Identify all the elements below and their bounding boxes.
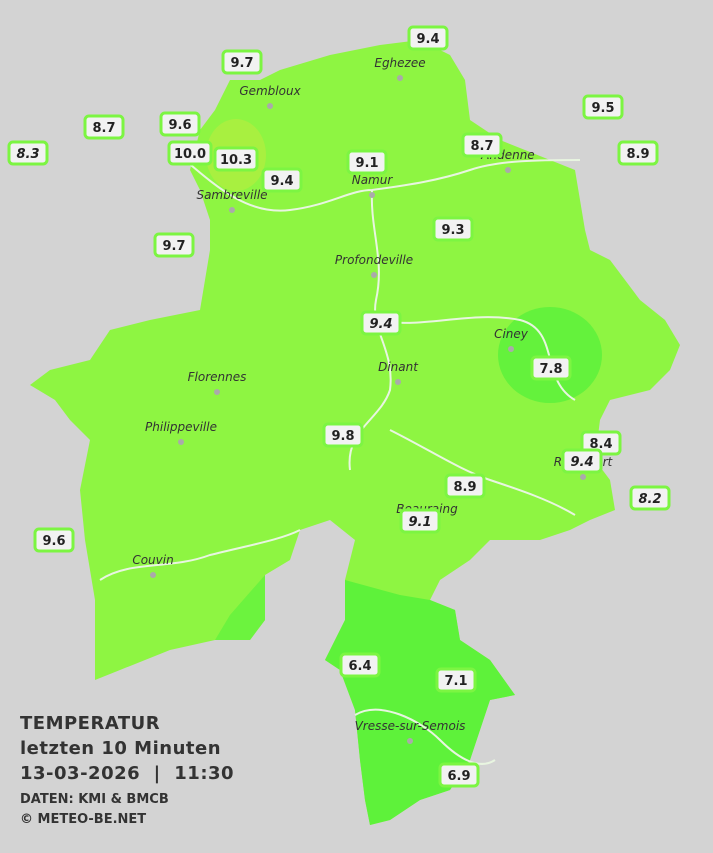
station-box bbox=[435, 667, 477, 693]
town-label: Sambreville bbox=[196, 188, 267, 202]
station-box bbox=[339, 652, 381, 678]
town-label: Couvin bbox=[132, 553, 173, 567]
station-value: 8.4 bbox=[589, 437, 612, 452]
station-box bbox=[153, 232, 195, 258]
station-value: 9.1 bbox=[355, 156, 378, 171]
station-box bbox=[322, 422, 364, 448]
station-box bbox=[530, 355, 572, 381]
station-box bbox=[617, 140, 659, 166]
town-label: Gembloux bbox=[239, 84, 301, 98]
town-dot bbox=[505, 167, 511, 173]
station-box bbox=[432, 216, 474, 242]
station-value: 9.5 bbox=[591, 101, 614, 116]
station-value: 10.0 bbox=[174, 147, 206, 162]
town-dot bbox=[397, 75, 403, 81]
station-value: 9.4 bbox=[570, 455, 593, 470]
town-dot bbox=[267, 103, 273, 109]
town-label: Profondeville bbox=[335, 253, 413, 267]
town-label: Ciney bbox=[494, 327, 529, 341]
station-box bbox=[213, 146, 259, 172]
station-box bbox=[399, 508, 441, 534]
station-value: 9.8 bbox=[331, 429, 354, 444]
station-box bbox=[629, 485, 671, 511]
station-box bbox=[561, 448, 603, 474]
station-value: 9.6 bbox=[168, 118, 191, 133]
station-value: 10.3 bbox=[220, 153, 252, 168]
station-box bbox=[167, 140, 213, 166]
station-box bbox=[438, 762, 480, 788]
town-dot bbox=[395, 379, 401, 385]
station-box bbox=[261, 167, 303, 193]
town-label: Eghezee bbox=[374, 56, 425, 70]
station-value: 8.7 bbox=[470, 139, 493, 154]
town-dot bbox=[178, 439, 184, 445]
town-label: Dinant bbox=[378, 360, 419, 374]
station-value: 8.9 bbox=[453, 480, 476, 495]
town-label: Florennes bbox=[188, 370, 247, 384]
station-value: 9.6 bbox=[42, 534, 65, 549]
station-value: 6.9 bbox=[447, 769, 470, 784]
town-dot bbox=[229, 207, 235, 213]
town-dot bbox=[580, 474, 586, 480]
town-dot bbox=[150, 572, 156, 578]
station-box bbox=[83, 114, 125, 140]
station-value: 7.8 bbox=[539, 362, 562, 377]
town-label: Vresse-sur-Semois bbox=[355, 719, 466, 733]
cold-zone bbox=[215, 575, 265, 640]
station-value: 9.3 bbox=[441, 223, 464, 238]
station-box bbox=[444, 473, 486, 499]
station-value: 9.7 bbox=[162, 239, 185, 254]
town-dot bbox=[214, 389, 220, 395]
station-value: 9.4 bbox=[369, 317, 392, 332]
station-box bbox=[407, 25, 449, 51]
station-box bbox=[7, 140, 49, 166]
town-label: Philippeville bbox=[145, 420, 217, 434]
credit: © METEO-BE.NET bbox=[20, 812, 146, 827]
station-value: 8.7 bbox=[92, 121, 115, 136]
station-value: 9.4 bbox=[416, 32, 439, 47]
title-line: TEMPERATUR bbox=[20, 713, 160, 734]
title-line: letzten 10 Minuten bbox=[20, 738, 221, 759]
station-value: 8.3 bbox=[16, 147, 39, 162]
town-label: Namur bbox=[352, 173, 394, 187]
station-value: 9.1 bbox=[408, 515, 431, 530]
station-box bbox=[582, 94, 624, 120]
credit: DATEN: KMI & BMCB bbox=[20, 792, 169, 807]
title-line: 13-03-2026 | 11:30 bbox=[20, 763, 234, 784]
station-value: 6.4 bbox=[348, 659, 371, 674]
station-box bbox=[461, 132, 503, 158]
station-box bbox=[346, 149, 388, 175]
station-value: 9.7 bbox=[230, 56, 253, 71]
station-value: 8.2 bbox=[638, 492, 661, 507]
station-value: 8.9 bbox=[626, 147, 649, 162]
station-box bbox=[159, 111, 201, 137]
station-box bbox=[33, 527, 75, 553]
town-dot bbox=[508, 346, 514, 352]
station-box bbox=[221, 49, 263, 75]
town-dot bbox=[407, 738, 413, 744]
station-value: 9.4 bbox=[270, 174, 293, 189]
town-dot bbox=[369, 192, 375, 198]
town-dot bbox=[371, 272, 377, 278]
station-value: 7.1 bbox=[444, 674, 467, 689]
station-box bbox=[360, 310, 402, 336]
